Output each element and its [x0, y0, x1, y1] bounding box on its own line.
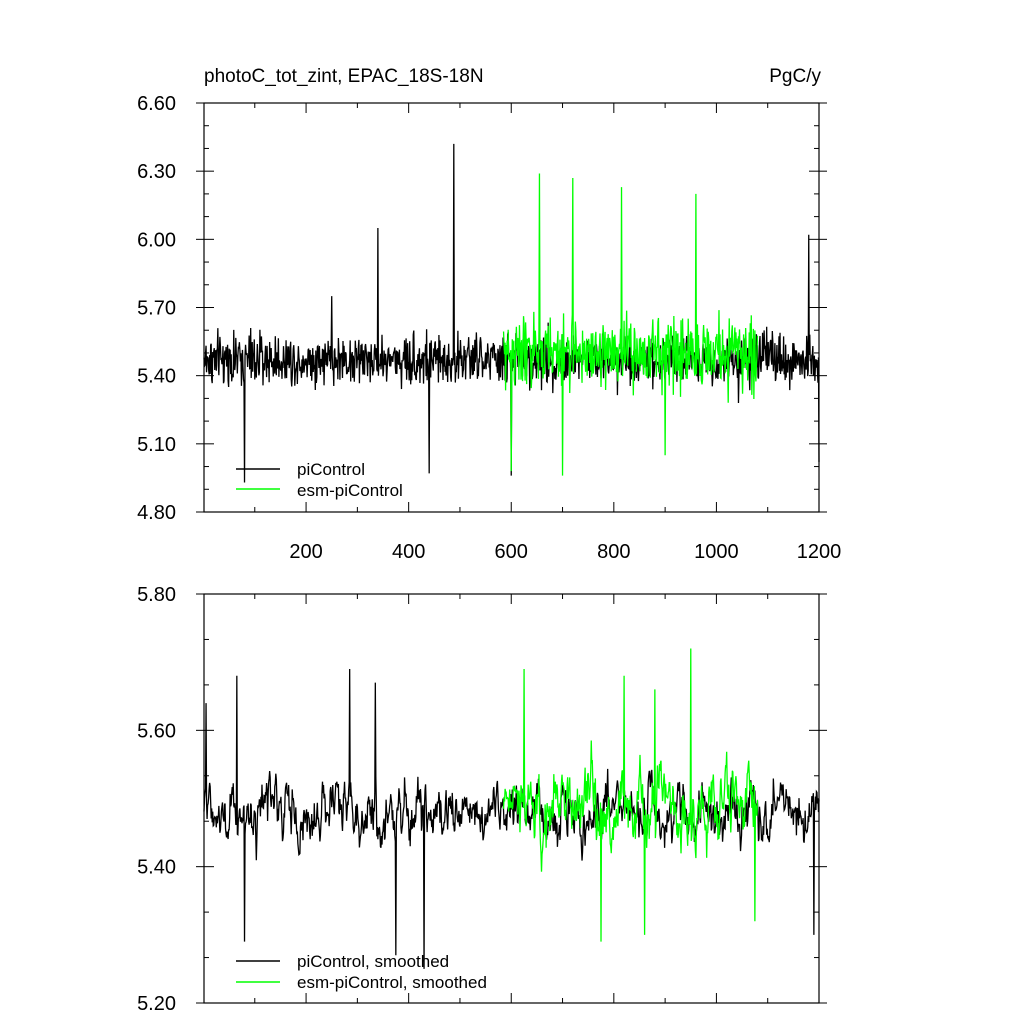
y-tick-label: 5.80	[137, 584, 176, 606]
x-tick-label: 1200	[797, 541, 842, 563]
y-tick-label: 5.10	[137, 434, 176, 456]
y-tick-label: 6.00	[137, 229, 176, 251]
x-tick-label: 600	[495, 541, 528, 563]
top-panel-units: PgC/y	[769, 66, 821, 87]
y-tick-label: 6.60	[137, 93, 176, 115]
series-line-top-esm-picontrol	[502, 173, 759, 476]
y-tick-label: 6.30	[137, 161, 176, 183]
x-tick-label: 800	[597, 541, 630, 563]
bottom-plot-frame	[203, 593, 820, 1004]
x-tick-label: 200	[289, 541, 322, 563]
bottom-panel: 5.20 5.40 5.60 5.80 piControl, smoothed esm…	[137, 584, 827, 1015]
top-plot-frame	[203, 102, 820, 513]
bottom-legend: piControl, smoothed esm-piControl, smoot…	[236, 952, 487, 992]
top-plot-series	[203, 143, 820, 483]
top-panel-title: photoC_tot_zint, EPAC_18S-18N	[204, 66, 484, 87]
top-panel: photoC_tot_zint, EPAC_18S-18N PgC/y 4.80…	[137, 66, 841, 563]
y-tick-label: 5.40	[137, 857, 176, 879]
y-tick-label: 5.40	[137, 366, 176, 388]
legend-label-esm-picontrol-smoothed: esm-piControl, smoothed	[297, 973, 487, 992]
y-tick-label: 4.80	[137, 502, 176, 524]
y-tick-label: 5.60	[137, 720, 176, 742]
legend-label-picontrol: piControl	[297, 460, 365, 479]
top-plot-y-tick-labels: 4.80 5.10 5.40 5.70 6.00 6.30 6.60	[137, 93, 176, 524]
x-tick-label: 1000	[694, 541, 739, 563]
legend-label-esm-picontrol: esm-piControl	[297, 481, 403, 500]
x-tick-label: 400	[392, 541, 425, 563]
y-tick-label: 5.70	[137, 298, 176, 320]
top-plot-x-tick-labels: 200 400 600 800 1000 1200	[289, 541, 841, 563]
y-tick-label: 5.20	[137, 993, 176, 1015]
top-legend: piControl esm-piControl	[236, 460, 403, 500]
bottom-plot-ticks	[196, 593, 827, 1004]
bottom-plot-series	[203, 648, 820, 969]
bottom-plot-y-tick-labels: 5.20 5.40 5.60 5.80	[137, 584, 176, 1015]
legend-label-picontrol-smoothed: piControl, smoothed	[297, 952, 449, 971]
series-line-bottom-picontrol-smoothed	[203, 668, 820, 969]
series-line-bottom-esm-picontrol-smoothed	[502, 648, 759, 942]
